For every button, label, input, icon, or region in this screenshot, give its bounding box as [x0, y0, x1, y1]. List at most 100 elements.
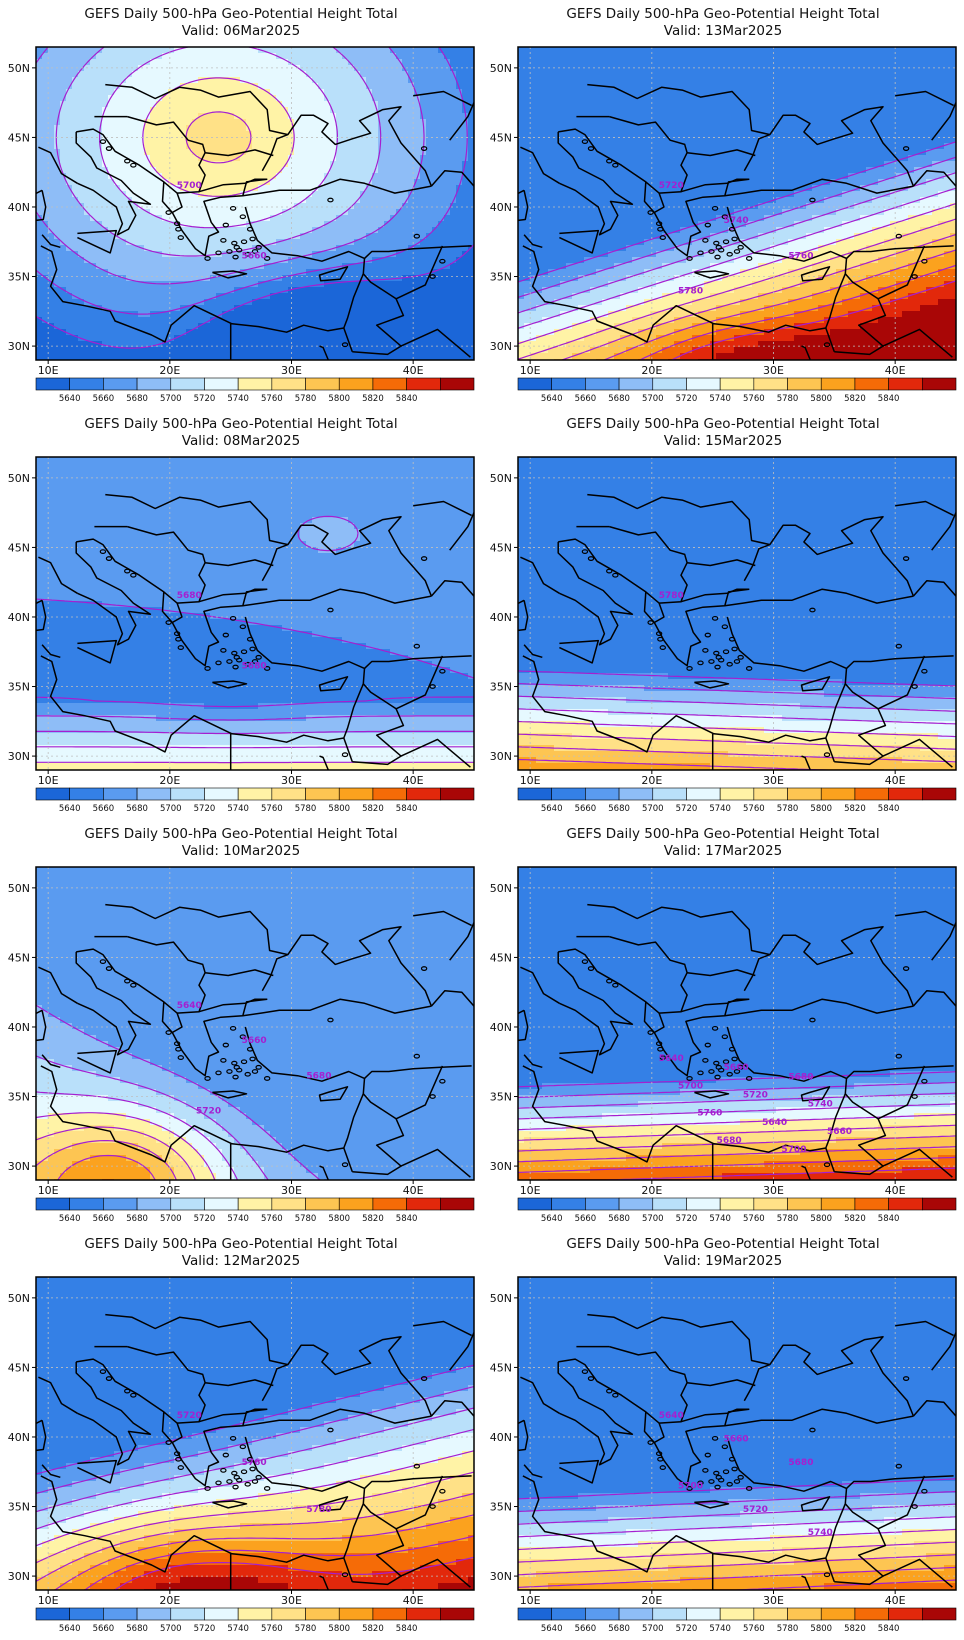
lat-label: 50N [490, 1292, 512, 1305]
coastline [242, 1408, 268, 1426]
island [105, 966, 113, 971]
lon-label: 30E [763, 1184, 784, 1197]
map-frame [517, 46, 957, 361]
colorbar-swatch [103, 787, 138, 801]
colorbar-swatch [652, 377, 687, 391]
lon-label: 30E [281, 1184, 302, 1197]
island [124, 568, 131, 574]
island [99, 139, 107, 144]
contour-line [589, 1167, 956, 1180]
coastline [319, 1575, 330, 1590]
contour-label: 5760 [242, 1458, 267, 1468]
island [246, 226, 254, 232]
colorbar-label: 5700 [160, 1214, 182, 1224]
island [175, 226, 182, 232]
island [249, 646, 256, 652]
lon-label: 20E [159, 1594, 180, 1607]
coastline [40, 616, 366, 753]
colorbar-label: 5800 [328, 804, 350, 814]
contour-label: 5740 [808, 1528, 833, 1538]
colorbar-swatch [440, 377, 475, 391]
coastline [41, 1054, 61, 1069]
island [105, 1376, 113, 1381]
island [721, 214, 729, 220]
contour-label: 5700 [678, 1081, 703, 1091]
coastline [242, 178, 268, 196]
coastline [557, 951, 634, 1056]
colorbar-swatch [585, 1607, 620, 1621]
coastline [343, 1147, 354, 1172]
coastline [680, 1408, 750, 1423]
lon-label: 30E [281, 1594, 302, 1607]
colorbar-swatch [787, 377, 822, 391]
panel-title: GEFS Daily 500-hPa Geo-Potential Height … [84, 416, 397, 432]
height-field [518, 867, 956, 1180]
island [647, 620, 654, 625]
island [722, 239, 730, 245]
coastline [413, 90, 472, 107]
coastline [105, 903, 289, 956]
coastline [77, 1049, 118, 1074]
colorbar-swatch [753, 787, 788, 801]
lon-label: 20E [641, 1184, 662, 1197]
colorbar-swatch [719, 1607, 755, 1621]
map-panel: GEFS Daily 500-hPa Geo-Potential Height … [8, 1236, 475, 1634]
island [606, 568, 613, 574]
coastline [163, 1001, 183, 1034]
lon-label: 20E [159, 364, 180, 377]
island [737, 1064, 744, 1070]
coastline [319, 345, 330, 360]
island [413, 1053, 421, 1059]
coastline [834, 683, 887, 766]
panel-valid-date: Valid: 17Mar2025 [664, 843, 782, 859]
island [713, 650, 720, 656]
coastline [559, 1049, 600, 1074]
island [429, 1094, 436, 1099]
island [255, 654, 262, 660]
colorbar-swatch [652, 1197, 687, 1211]
colorbar-swatch [854, 1197, 889, 1211]
coastline [41, 1464, 61, 1479]
coastline [557, 541, 634, 646]
island [177, 645, 184, 650]
island [204, 256, 211, 261]
island [655, 1041, 663, 1047]
colorbar-swatch [170, 1197, 205, 1211]
island [99, 1369, 107, 1374]
island [165, 210, 172, 215]
island [657, 636, 664, 642]
colorbar-swatch [69, 1197, 104, 1211]
contour-label: 5740 [808, 1100, 833, 1110]
panel-valid-date: Valid: 08Mar2025 [182, 433, 300, 449]
coastline [694, 680, 730, 689]
island [713, 1470, 720, 1476]
lat-label: 30N [490, 1570, 512, 1583]
coastline [680, 998, 750, 1013]
island [222, 632, 229, 638]
lon-label: 10E [520, 1184, 541, 1197]
coastline [319, 1165, 330, 1180]
coastline [163, 591, 183, 624]
coastline [558, 128, 914, 257]
colorbar-label: 5780 [295, 394, 317, 404]
contour-line [36, 1140, 177, 1180]
island [708, 659, 715, 664]
coastline [127, 1345, 206, 1424]
colorbar-label: 5820 [844, 394, 866, 404]
coastline [430, 580, 474, 597]
lat-label: 30N [8, 750, 30, 763]
island [606, 978, 613, 984]
colorbar-swatch [888, 377, 923, 391]
island [702, 647, 709, 653]
colorbar-label: 5820 [362, 1214, 384, 1224]
colorbar-swatch [820, 377, 856, 391]
lat-label: 30N [490, 1160, 512, 1173]
lat-label: 35N [490, 1091, 512, 1104]
coastline [645, 591, 665, 624]
island [229, 205, 237, 211]
colorbar-label: 5680 [126, 1214, 148, 1224]
coastline [318, 676, 349, 692]
coastline [40, 206, 366, 343]
contour-label: 5680 [788, 1072, 813, 1082]
colorbar-swatch [271, 787, 306, 801]
